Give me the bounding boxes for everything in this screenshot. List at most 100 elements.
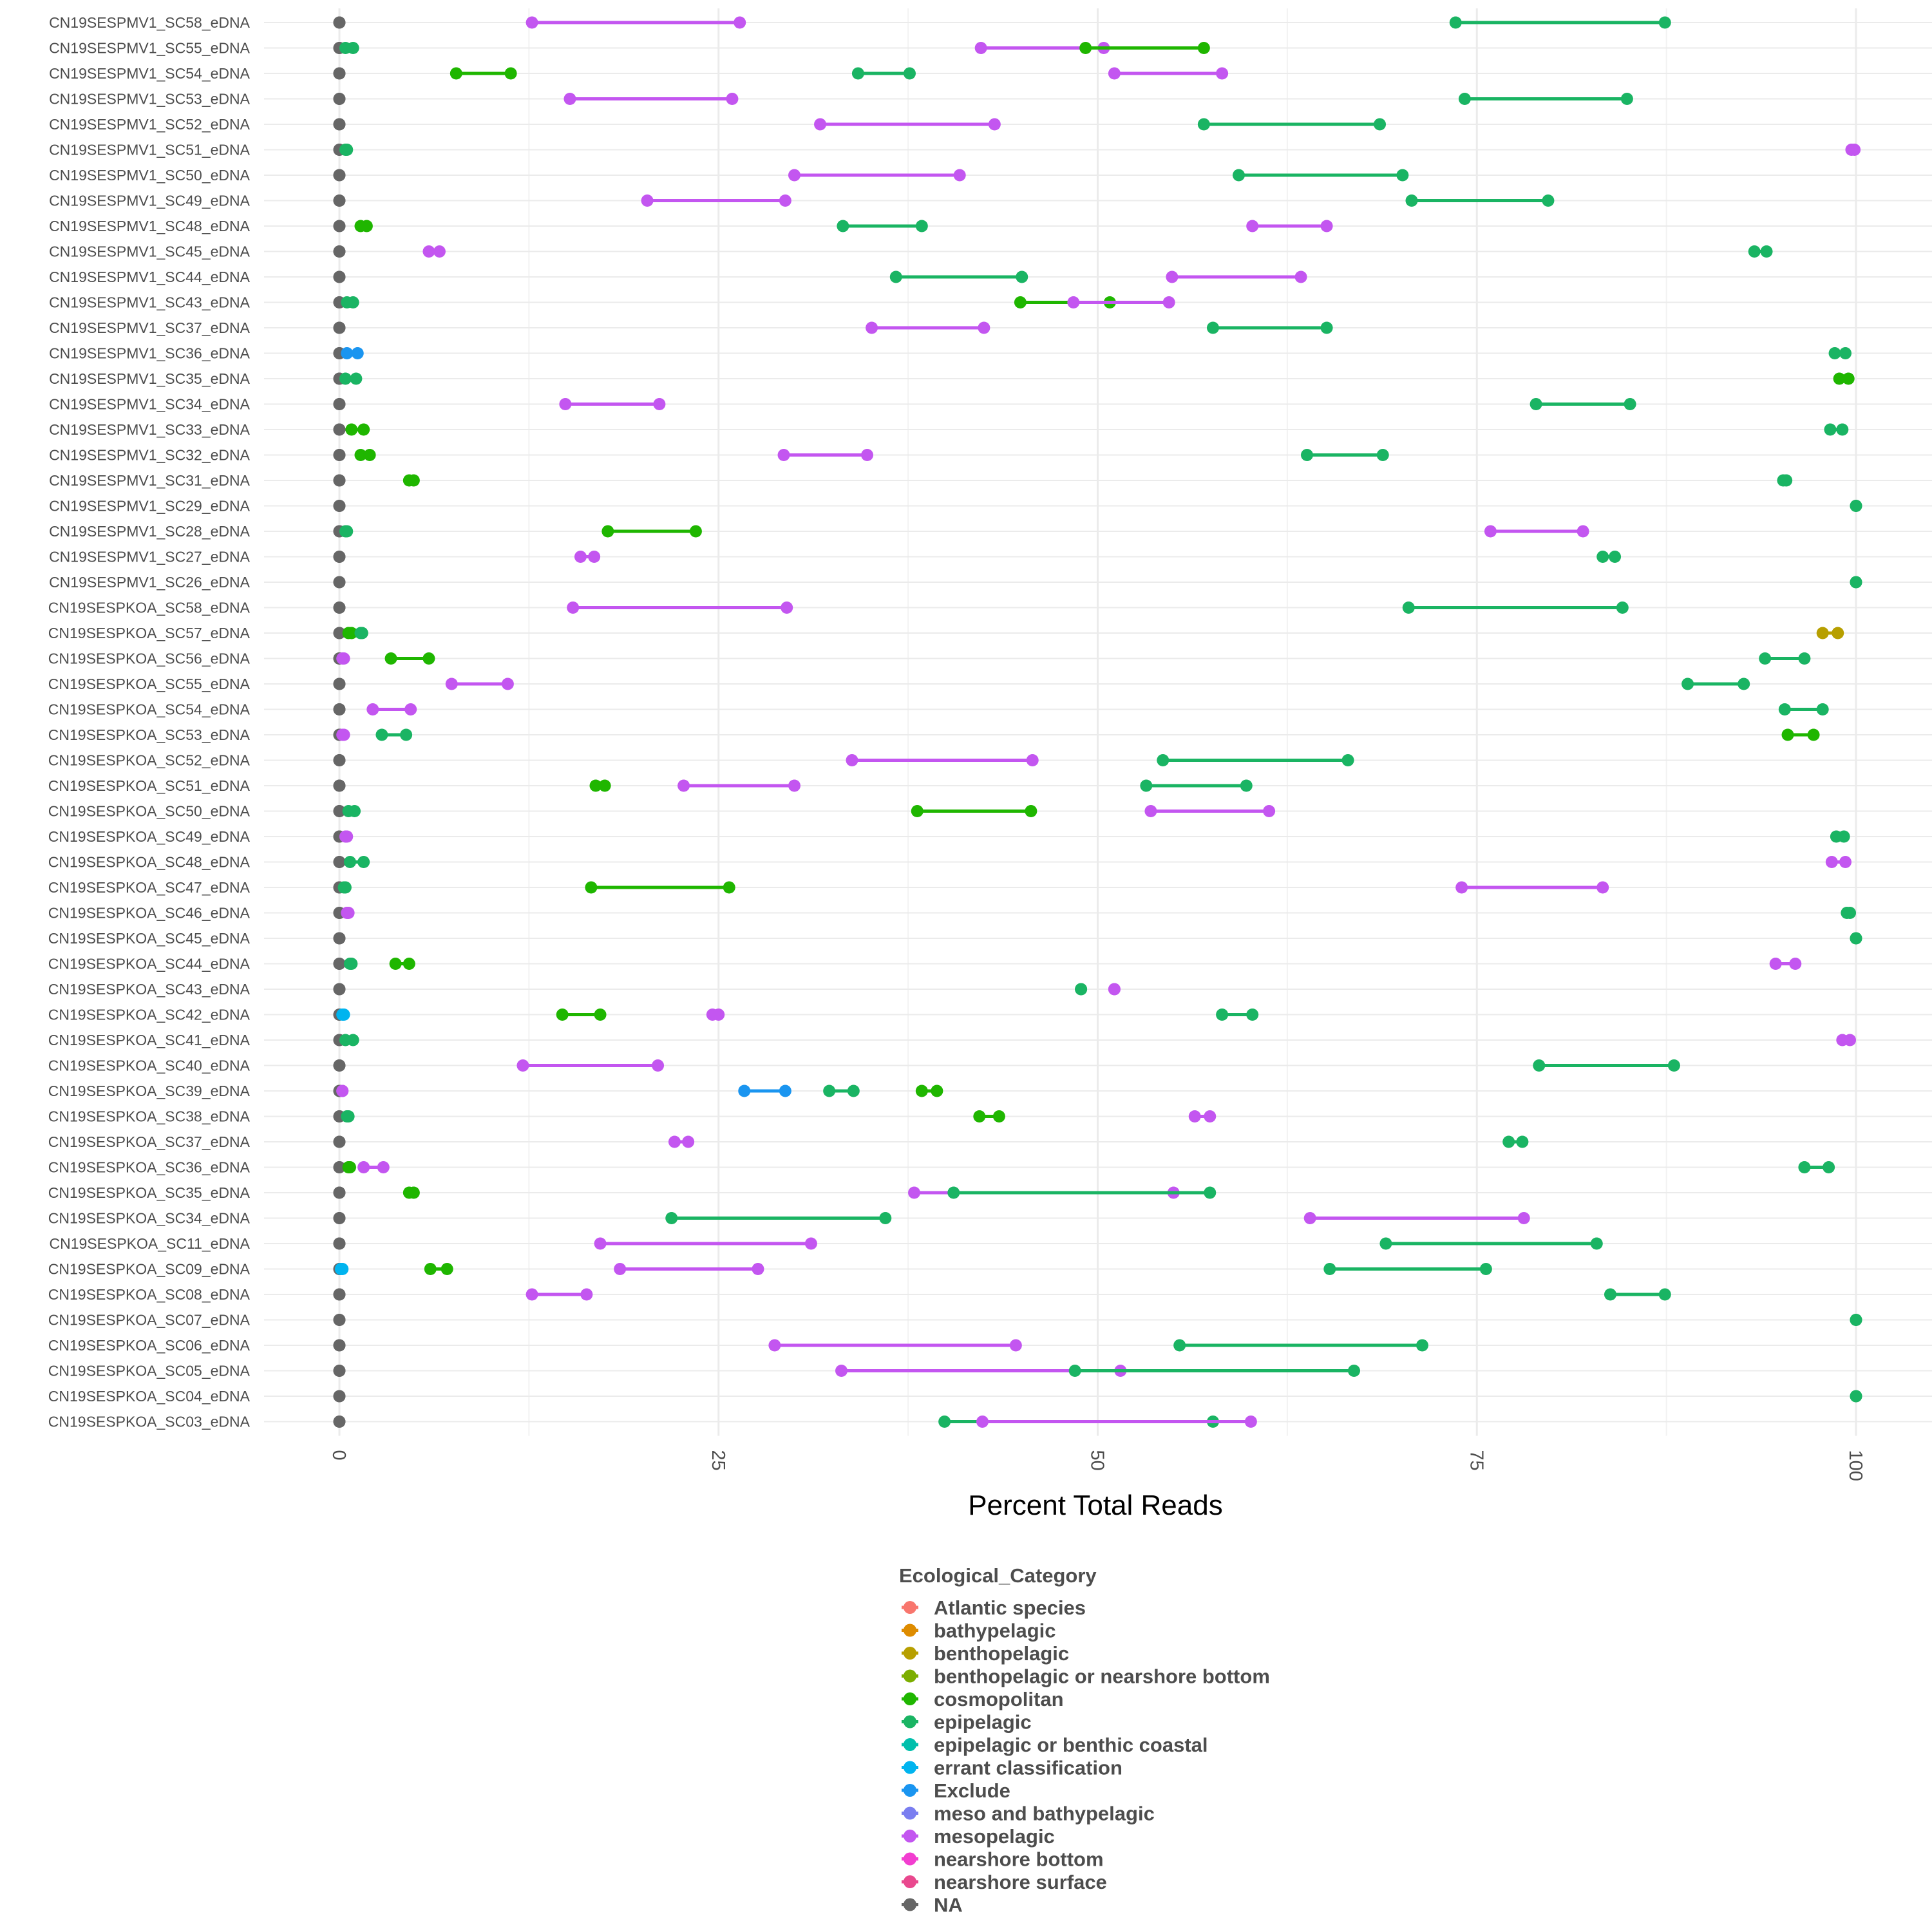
range-end-point [1516,1135,1529,1148]
range-start-point [1067,296,1080,308]
range-end-point [1624,398,1636,410]
range-start-point [1824,423,1837,436]
dumbbell [823,1084,860,1097]
range-end-point [1577,525,1589,538]
legend-key-point [904,1647,916,1660]
dumbbell [1233,169,1409,182]
range-start-point [1233,169,1245,182]
range-end-point [779,194,791,207]
range-start-point [1781,728,1794,741]
range-end-point [333,118,346,131]
range-end-point [333,1212,346,1224]
legend-key-point [904,1784,916,1797]
dumbbell [445,677,514,690]
y-tick-label: CN19SESPMV1_SC26_eDNA [49,574,251,591]
range-end-point [357,423,370,436]
range-end-point [404,703,417,715]
range-end-point [333,500,346,512]
y-tick-label: CN19SESPMV1_SC33_eDNA [49,421,251,438]
range-start-point [1300,449,1313,461]
range-end-point [333,169,346,182]
range-start-point [866,321,878,334]
range-start-point [788,169,800,182]
range-end-point [333,321,346,334]
range-end-point [433,245,446,258]
legend-label: NA [934,1894,963,1917]
legend-key-point [904,1601,916,1614]
legend-item: mesopelagic [902,1825,1055,1848]
range-end-point [333,16,346,29]
dumbbell [333,551,346,563]
y-tick-label: CN19SESPMV1_SC35_eDNA [49,370,251,387]
range-start-point [1828,347,1841,359]
range-end-point [726,93,739,105]
dumbbell [641,194,791,207]
legend-key-point [904,1715,916,1728]
range-end-point [804,1237,817,1250]
y-tick-label: CN19SESPKOA_SC41_eDNA [48,1032,251,1048]
dumbbell [343,958,358,970]
legend-item: nearshore surface [902,1871,1107,1893]
dumbbell [559,398,666,410]
range-end-point [1780,474,1793,487]
range-end-point [1836,423,1849,436]
dumbbell [1850,1390,1862,1403]
range-end-point [333,1339,346,1352]
dumbbell [738,1084,791,1097]
dumbbell [564,93,739,105]
range-end-point [333,1059,346,1072]
y-tick-label: CN19SESPKOA_SC04_eDNA [48,1388,251,1405]
dumbbell [1841,907,1857,919]
range-end-point [346,42,359,54]
y-tick-label: CN19SESPKOA_SC34_eDNA [48,1210,251,1227]
legend-items: Atlantic speciesbathypelagicbenthopelagi… [902,1596,1270,1917]
range-end-point [1596,881,1609,894]
dumbbell [333,1416,346,1428]
range-end-point [781,601,793,614]
range-end-point [402,958,415,970]
y-tick-label: CN19SESPMV1_SC34_eDNA [49,396,251,413]
range-start-point [526,1288,538,1301]
y-tick-label: CN19SESPKOA_SC06_eDNA [48,1337,251,1354]
range-start-point [1596,551,1609,563]
dumbbell [336,652,350,665]
y-tick-label: CN19SESPKOA_SC52_eDNA [48,752,251,769]
dumbbell [333,194,346,207]
range-end-point [978,321,990,334]
range-start-point [1197,118,1210,131]
y-tick-label: CN19SESPMV1_SC52_eDNA [49,116,251,133]
range-start-point [1206,321,1219,334]
y-tick-label: CN19SESPKOA_SC40_eDNA [48,1057,251,1074]
range-end-point [1850,1314,1862,1326]
range-end-point [988,118,1001,131]
dumbbell [339,372,363,385]
range-end-point [333,627,346,639]
dumbbell [333,245,346,258]
dumbbell [354,449,376,461]
range-end-point [1517,1212,1530,1224]
legend-label: bathypelagic [934,1620,1056,1642]
range-end-point [1009,1339,1022,1352]
range-start-point [1759,652,1772,665]
y-tick-label: CN19SESPMV1_SC44_eDNA [49,269,251,285]
dumbbell [1197,118,1387,131]
range-start-point [594,1237,607,1250]
y-tick-label: CN19SESPKOA_SC09_eDNA [48,1261,251,1278]
dumbbell [333,118,346,131]
x-tick-labels: 0 25 50 75 100 [328,1450,1866,1481]
range-end-point [1850,932,1862,945]
range-end-point [1263,805,1276,817]
range-end-point [1025,805,1037,817]
legend-key-point [904,1624,916,1637]
y-tick-label: CN19SESPKOA_SC55_eDNA [48,676,251,692]
range-end-point [333,677,346,690]
dumbbell [1173,1339,1428,1352]
range-start-point [1816,627,1829,639]
dumbbell [336,1084,349,1097]
range-end-point [407,474,420,487]
range-end-point [1839,347,1852,359]
range-start-point [601,525,614,538]
dumbbell [574,551,601,563]
dumbbell [1075,983,1088,996]
